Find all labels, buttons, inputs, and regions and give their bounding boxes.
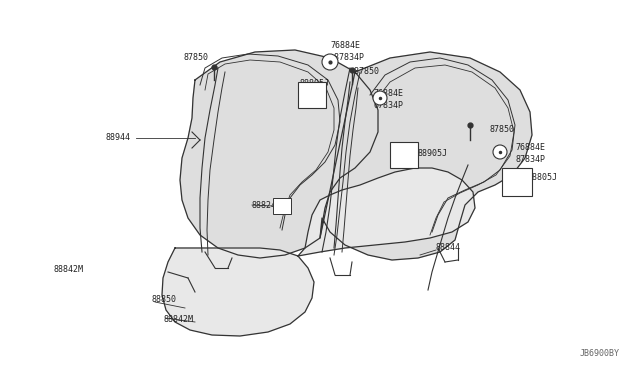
Circle shape xyxy=(322,54,338,70)
Bar xyxy=(273,198,291,214)
Text: 88805J: 88805J xyxy=(528,173,558,183)
Text: 88824M: 88824M xyxy=(252,201,282,209)
Text: -87850: -87850 xyxy=(350,67,380,77)
Polygon shape xyxy=(298,168,475,256)
Text: 76884E: 76884E xyxy=(373,89,403,97)
Text: -87834P: -87834P xyxy=(330,52,365,61)
Circle shape xyxy=(373,91,387,105)
Text: 76884E: 76884E xyxy=(330,41,360,49)
Text: 88944: 88944 xyxy=(105,134,130,142)
Bar xyxy=(502,168,532,196)
Text: 88842M: 88842M xyxy=(163,315,193,324)
Polygon shape xyxy=(180,50,378,258)
Text: JB6900BY: JB6900BY xyxy=(580,349,620,358)
Text: 76884E: 76884E xyxy=(515,144,545,153)
Text: 88842M: 88842M xyxy=(53,266,83,275)
Text: 87834P: 87834P xyxy=(515,155,545,164)
Text: 88805J: 88805J xyxy=(300,80,330,89)
Text: 67834P: 67834P xyxy=(373,100,403,109)
Bar xyxy=(298,82,326,108)
Text: 88905J: 88905J xyxy=(418,148,448,157)
Text: 88844: 88844 xyxy=(435,244,460,253)
Polygon shape xyxy=(320,52,532,260)
Text: 88850: 88850 xyxy=(152,295,177,305)
Polygon shape xyxy=(162,248,314,336)
Bar xyxy=(390,142,418,168)
Circle shape xyxy=(493,145,507,159)
Text: 87850: 87850 xyxy=(183,52,208,61)
Text: 87850: 87850 xyxy=(490,125,515,135)
